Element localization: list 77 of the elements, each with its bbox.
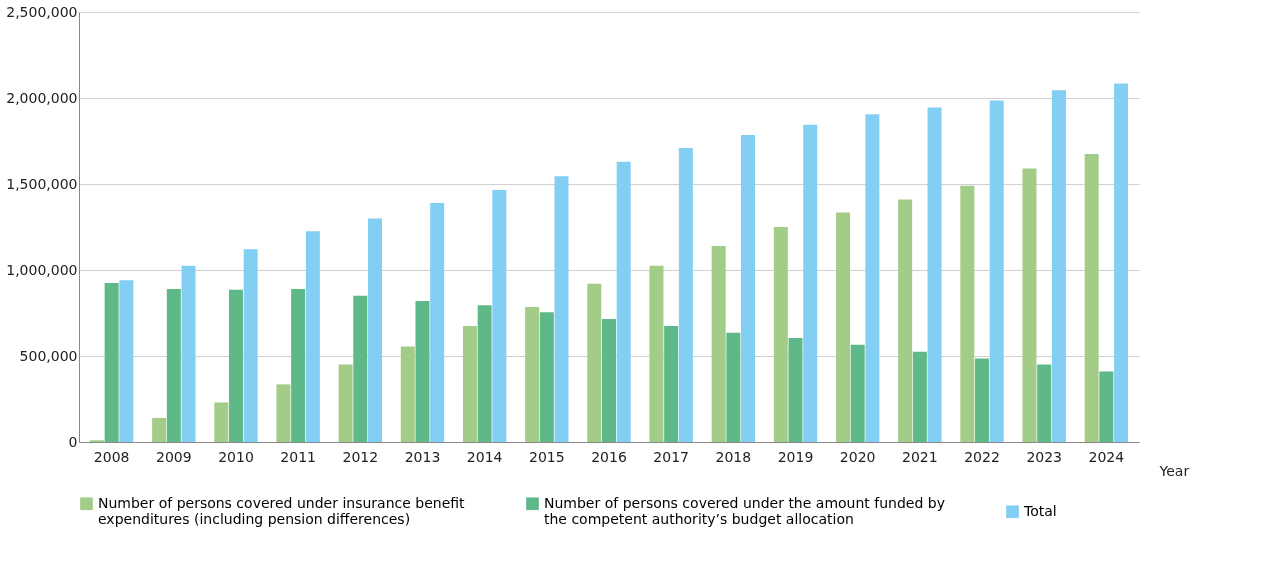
bar xyxy=(353,295,368,442)
bar xyxy=(587,283,602,442)
bar xyxy=(119,280,134,442)
bar xyxy=(539,312,554,442)
x-tick-label: 2018 xyxy=(715,448,752,465)
bar xyxy=(960,185,975,442)
bar xyxy=(181,265,196,442)
bar xyxy=(338,364,353,442)
bar xyxy=(368,218,383,442)
bar xyxy=(803,124,818,442)
y-tick-label: 2,000,000 xyxy=(6,89,78,106)
bar xyxy=(850,344,865,442)
x-tick-label: 2012 xyxy=(342,448,379,465)
x-tick-label: 2022 xyxy=(964,448,1000,465)
bar xyxy=(214,402,229,442)
bar xyxy=(835,212,850,442)
bar xyxy=(788,337,803,442)
bar xyxy=(989,100,1004,442)
bar xyxy=(104,282,119,442)
x-tick-label: 2020 xyxy=(839,448,876,465)
bar xyxy=(616,161,631,442)
x-tick-label: 2024 xyxy=(1088,448,1125,465)
bar xyxy=(305,231,320,442)
x-axis-title: Year xyxy=(1158,462,1190,479)
bar xyxy=(1022,168,1037,442)
x-tick-label: 2021 xyxy=(902,448,938,465)
bar xyxy=(400,346,415,442)
bar xyxy=(1099,371,1114,442)
bar xyxy=(664,325,679,442)
bar xyxy=(927,107,942,442)
bar xyxy=(726,332,741,442)
x-tick-label: 2008 xyxy=(93,448,130,465)
bar xyxy=(741,134,756,442)
x-tick-label: 2017 xyxy=(653,448,689,465)
bar xyxy=(975,358,990,442)
bar xyxy=(649,265,664,442)
y-tick-label: 1,000,000 xyxy=(6,261,78,278)
bar xyxy=(1084,153,1099,442)
bar xyxy=(243,249,258,442)
bar xyxy=(291,288,306,442)
bar xyxy=(898,199,913,442)
x-tick-label: 2010 xyxy=(218,448,254,465)
x-tick-label: 2013 xyxy=(404,448,441,465)
bar xyxy=(228,289,243,442)
bar xyxy=(430,202,445,442)
y-tick-label: 1,500,000 xyxy=(6,175,78,192)
bar xyxy=(711,245,726,442)
y-tick-label: 0 xyxy=(68,433,78,450)
bar xyxy=(678,147,693,442)
bar xyxy=(865,114,880,442)
bar xyxy=(492,190,507,442)
legend-label: Number of persons covered under the amount funded by the competent authority’s budget allocation xyxy=(544,494,945,527)
bar xyxy=(554,176,569,442)
bar xyxy=(912,351,927,442)
bar xyxy=(602,319,616,442)
y-tick-label: 500,000 xyxy=(19,347,78,364)
x-tick-label: 2009 xyxy=(155,448,192,465)
bar xyxy=(415,300,430,442)
bar xyxy=(1037,364,1052,442)
x-tick-label: 2011 xyxy=(280,448,316,465)
bar xyxy=(773,227,788,442)
bar xyxy=(477,305,492,442)
x-tick-label: 2019 xyxy=(777,448,814,465)
bar xyxy=(276,384,291,442)
x-tick-label: 2014 xyxy=(466,448,503,465)
x-tick-label: 2016 xyxy=(591,448,627,465)
y-tick-label: 2,500,000 xyxy=(6,3,78,20)
bar xyxy=(1114,83,1129,442)
bar xyxy=(166,288,181,442)
x-tick-label: 2015 xyxy=(529,448,565,465)
bar xyxy=(152,417,167,442)
bar xyxy=(1051,90,1066,442)
bar xyxy=(462,325,477,442)
x-tick-label: 2023 xyxy=(1026,448,1063,465)
legend-label: Number of persons covered under insurance benefit expenditures (including pension differences) xyxy=(98,494,466,527)
bar xyxy=(525,306,540,442)
legend-label: Total xyxy=(1023,502,1057,519)
